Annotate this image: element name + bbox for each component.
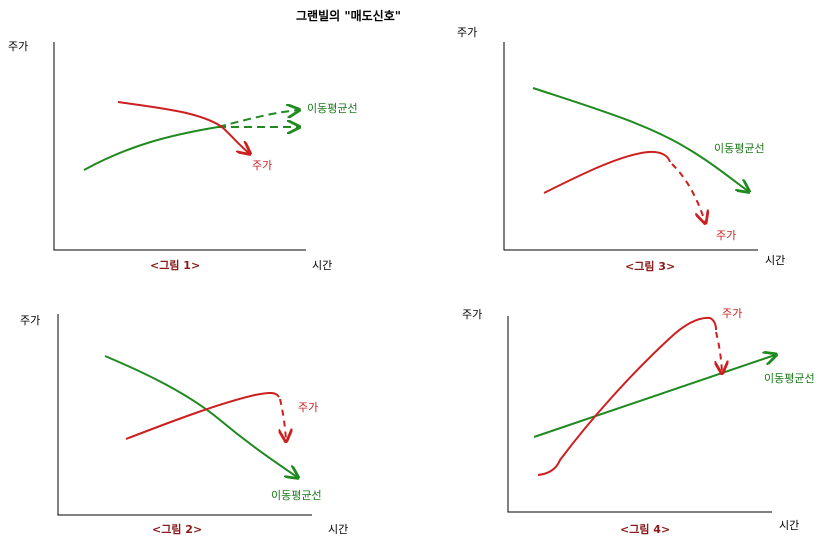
- panel-2-x-label: 시간: [328, 523, 348, 536]
- panel-1-axes: [53, 42, 306, 251]
- page-title: 그랜빌의 "매도신호": [296, 8, 401, 23]
- panel-4-price-label: 주가: [722, 307, 742, 320]
- panel-2-price-label: 주가: [298, 401, 318, 414]
- panel-1-price-line: [117, 101, 249, 153]
- panel-4-y-label: 주가: [462, 308, 482, 321]
- panel-1-ma-label: 이동평균선: [307, 102, 358, 115]
- panel-figure-4: 주가 시간 <그림 4> 이동평균선 주가: [462, 307, 815, 536]
- panel-2-moving-average-line: [104, 355, 297, 477]
- panel-1-price-label: 주가: [252, 159, 272, 172]
- panel-1-x-label: 시간: [312, 259, 332, 272]
- panel-2-price-forecast: [280, 398, 286, 440]
- panel-4-axes: [507, 316, 772, 513]
- panel-2-axes: [57, 314, 312, 516]
- panel-figure-1: 주가 시간 <그림 1> 이동평균선 주가: [8, 40, 358, 272]
- panel-2-ma-label: 이동평균선: [271, 489, 322, 502]
- panel-2-caption: <그림 2>: [152, 523, 202, 536]
- panel-1-moving-average-forecast-upper: [217, 110, 298, 128]
- panel-2-y-label: 주가: [20, 314, 40, 327]
- panel-3-y-label: 주가: [457, 26, 477, 39]
- panel-3-caption: <그림 3>: [625, 260, 675, 273]
- panel-1-y-label: 주가: [8, 40, 28, 53]
- panel-3-ma-label: 이동평균선: [714, 142, 765, 155]
- panel-3-moving-average-line: [532, 87, 748, 191]
- panel-4-ma-label: 이동평균선: [764, 372, 815, 385]
- panel-4-x-label: 시간: [779, 519, 799, 532]
- panel-3-x-label: 시간: [765, 254, 785, 267]
- panel-3-price-line: [543, 150, 671, 194]
- panel-4-price-line: [537, 316, 717, 476]
- panel-1-moving-average-line: [83, 126, 219, 171]
- panel-3-axes: [503, 42, 758, 251]
- panel-4-caption: <그림 4>: [620, 523, 670, 536]
- panel-figure-3: 주가 시간 <그림 3> 이동평균선 주가: [457, 26, 785, 273]
- panel-figure-2: 주가 시간 <그림 2> 이동평균선 주가: [20, 314, 348, 536]
- panel-1-caption: <그림 1>: [150, 259, 200, 272]
- panel-3-price-forecast: [671, 163, 705, 222]
- panel-2-price-line: [125, 391, 280, 440]
- panel-3-price-label: 주가: [716, 229, 736, 242]
- panel-4-moving-average-line: [533, 355, 775, 438]
- panel-4-price-forecast: [716, 331, 722, 372]
